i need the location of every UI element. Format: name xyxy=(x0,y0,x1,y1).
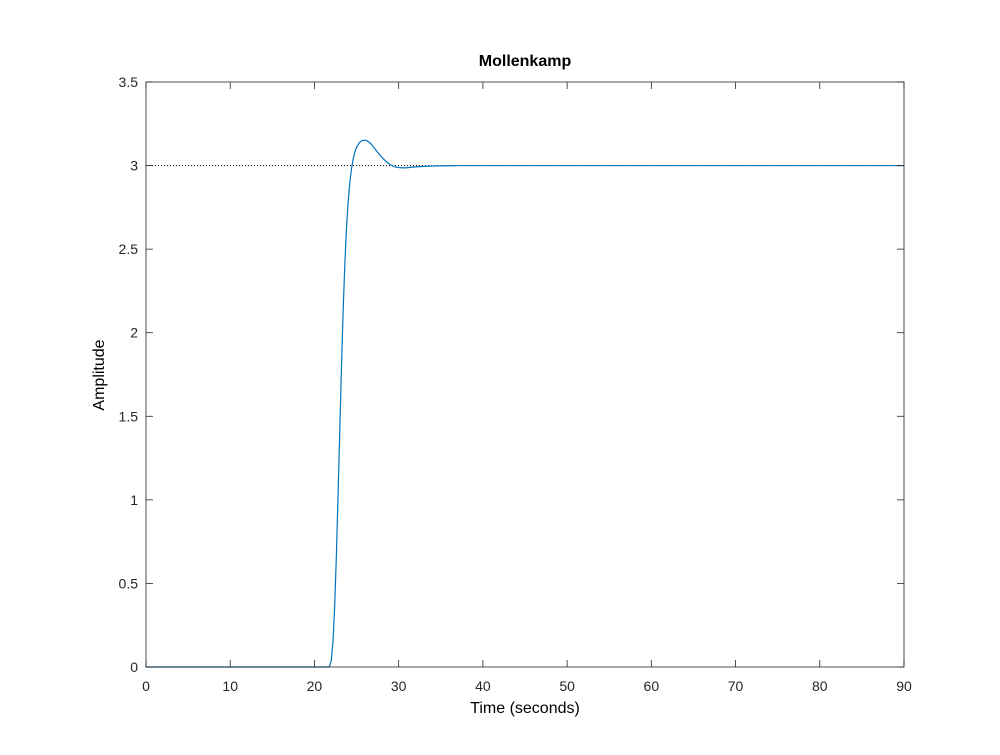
y-tick-label: 2.5 xyxy=(119,241,139,257)
x-tick-label: 40 xyxy=(475,678,491,694)
x-tick-label: 30 xyxy=(391,678,407,694)
chart-title: Mollenkamp xyxy=(479,53,572,70)
y-tick-label: 0.5 xyxy=(119,575,139,591)
y-ticks: 0 0.5 1 1.5 2 2.5 3 3.5 xyxy=(119,74,904,675)
x-ticks: 0 10 20 30 40 50 60 70 80 90 xyxy=(142,82,912,694)
y-tick-label: 0 xyxy=(130,659,138,675)
x-tick-label: 10 xyxy=(222,678,238,694)
y-tick-label: 3.5 xyxy=(119,74,139,90)
y-tick-label: 1 xyxy=(130,492,138,508)
axes-box xyxy=(145,81,905,668)
x-tick-label: 50 xyxy=(559,678,575,694)
x-tick-label: 80 xyxy=(812,678,828,694)
step-response-line xyxy=(146,139,904,668)
y-axis-label: Amplitude xyxy=(91,339,108,410)
x-axis-label: Time (seconds) xyxy=(470,700,580,717)
y-tick-label: 1.5 xyxy=(119,408,139,424)
x-tick-label: 90 xyxy=(896,678,912,694)
x-tick-label: 20 xyxy=(307,678,323,694)
series-layer xyxy=(146,139,904,668)
y-tick-label: 3 xyxy=(130,158,138,174)
plot-area xyxy=(146,82,904,667)
x-tick-label: 0 xyxy=(142,678,150,694)
x-tick-label: 60 xyxy=(644,678,660,694)
y-tick-label: 2 xyxy=(130,325,138,341)
x-tick-label: 70 xyxy=(728,678,744,694)
